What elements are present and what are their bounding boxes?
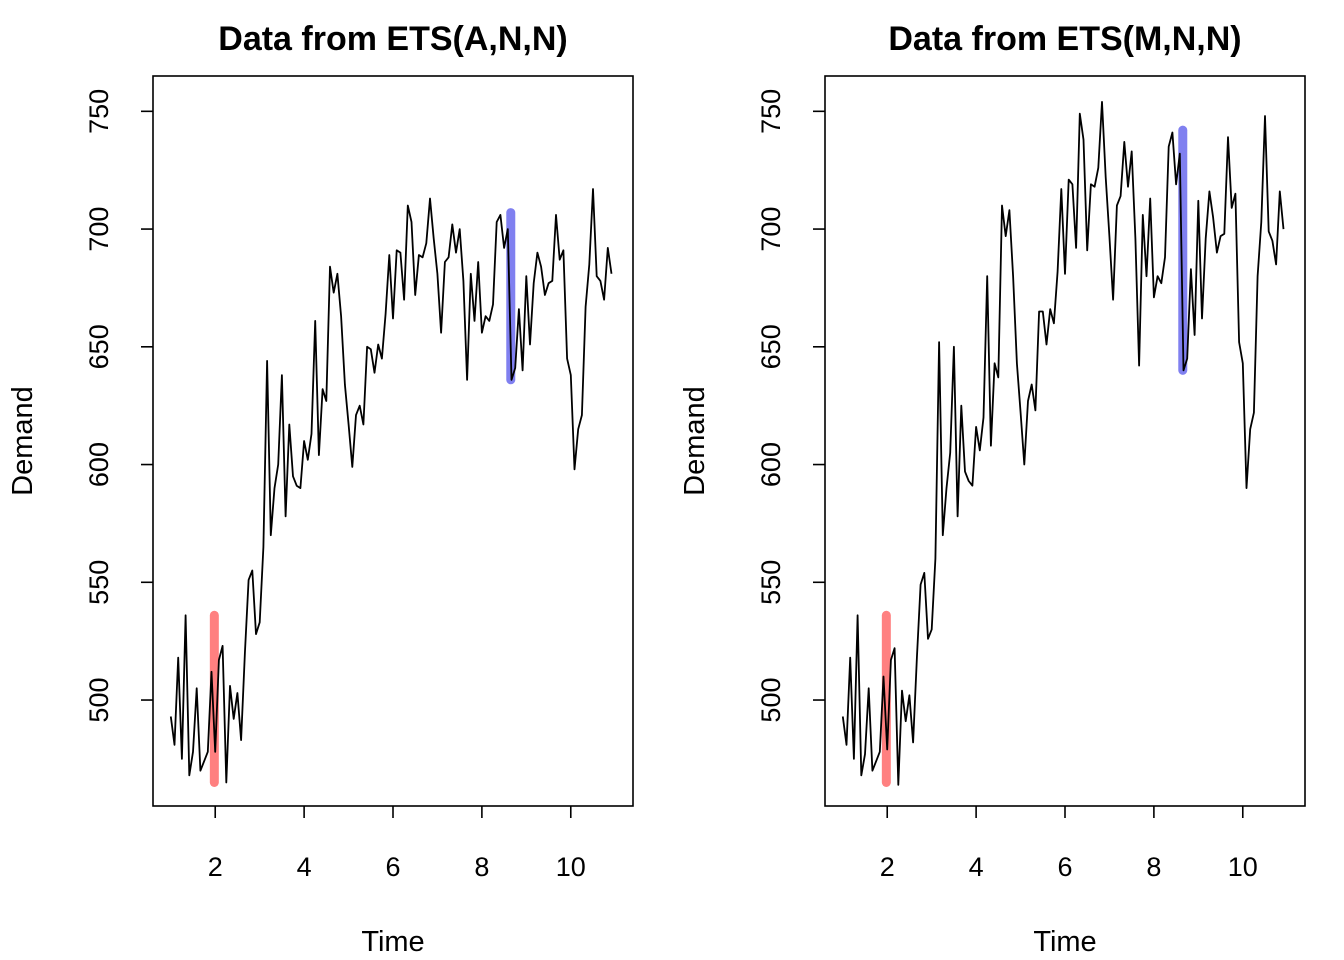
x-axis-label: Time (361, 926, 424, 958)
x-tick-label: 4 (297, 852, 312, 882)
series-line (169, 188, 613, 784)
series-line (841, 101, 1285, 786)
y-tick-label: 550 (756, 560, 786, 605)
x-tick-label: 4 (969, 852, 984, 882)
chart-panel-2: Data from ETS(M,N,N) 2 4 6 8 10 500 550 600 650 70… (679, 20, 1306, 958)
chart-title: Data from ETS(M,N,N) (888, 20, 1241, 58)
chart-title: Data from ETS(A,N,N) (218, 20, 567, 58)
y-tick-label: 750 (756, 89, 786, 134)
y-tick-label: 700 (756, 207, 786, 252)
y-tick-label: 500 (84, 678, 114, 723)
y-tick-label: 750 (84, 89, 114, 134)
y-tick-label: 650 (84, 324, 114, 369)
x-tick-label: 8 (474, 852, 489, 882)
y-axis-label: Demand (7, 386, 39, 496)
x-tick-label: 2 (880, 852, 895, 882)
y-tick-label: 500 (756, 678, 786, 723)
x-tick-label: 6 (385, 852, 400, 882)
y-tick-label: 700 (84, 207, 114, 252)
y-axis-label: Demand (679, 386, 711, 496)
y-tick-label: 650 (756, 324, 786, 369)
y-tick-label: 550 (84, 560, 114, 605)
x-tick-label: 6 (1057, 852, 1072, 882)
y-tick-label: 600 (84, 442, 114, 487)
chart-panel-1: Data from ETS(A,N,N) 2 4 6 8 10 500 550 600 650 70… (7, 20, 634, 958)
y-tick-label: 600 (756, 442, 786, 487)
x-tick-label: 10 (1228, 852, 1258, 882)
x-axis-label: Time (1033, 926, 1096, 958)
x-tick-label: 10 (556, 852, 586, 882)
plot-frame (824, 75, 1306, 807)
plot-frame (152, 75, 634, 807)
x-tick-label: 8 (1146, 852, 1161, 882)
x-tick-label: 2 (208, 852, 223, 882)
